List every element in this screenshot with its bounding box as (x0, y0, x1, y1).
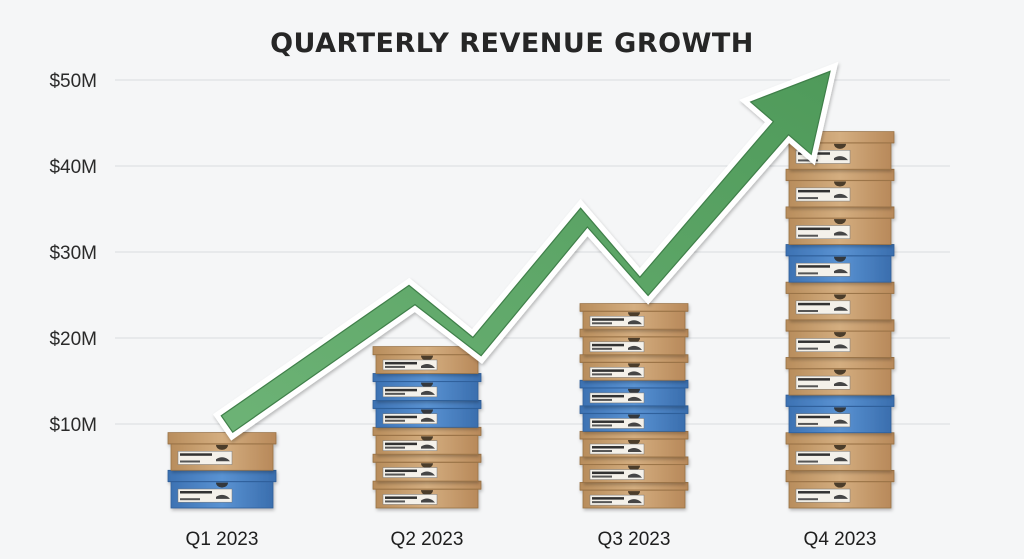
shoe-box (372, 426, 482, 455)
shoe-box (785, 206, 895, 245)
bar (579, 303, 689, 509)
y-tick-label: $10M (49, 415, 97, 436)
shoe-box (785, 357, 895, 396)
shoe-box (785, 394, 895, 434)
shoe-box (167, 469, 277, 509)
y-tick-label: $20M (49, 329, 97, 350)
x-tick-label: Q2 2023 (391, 529, 464, 550)
trend-arrow-body (220, 70, 831, 434)
shoe-box (579, 405, 689, 432)
shoe-box (785, 319, 895, 358)
y-axis-ticks: $10M $20M $30M $40M $50M (49, 71, 97, 436)
shoe-box (785, 244, 895, 283)
shoe-box (785, 469, 895, 509)
x-tick-label: Q4 2023 (804, 529, 877, 550)
shoe-box (579, 354, 689, 381)
shoe-box (372, 399, 482, 428)
shoe-box (579, 430, 689, 458)
x-axis-categories: Q1 2023 Q2 2023 Q3 2023 Q4 2023 (186, 529, 877, 550)
y-tick-label: $40M (49, 157, 97, 178)
shoe-box (372, 346, 482, 374)
x-tick-label: Q1 2023 (186, 529, 259, 550)
chart-title: QUARTERLY REVENUE GROWTH (270, 28, 754, 59)
bar (785, 131, 895, 509)
bars (167, 131, 895, 509)
shoe-box (579, 328, 689, 356)
shoe-box (785, 432, 895, 471)
bar (372, 346, 482, 509)
y-tick-label: $30M (49, 243, 97, 264)
shoe-box (372, 453, 482, 482)
shoe-box (579, 379, 689, 407)
y-tick-label: $50M (49, 71, 97, 92)
x-tick-label: Q3 2023 (598, 529, 671, 550)
shoe-box (579, 303, 689, 330)
shoe-box (785, 168, 895, 208)
bar (167, 432, 277, 509)
shoe-box (372, 373, 482, 401)
trend-arrow (212, 61, 839, 441)
shoe-box (372, 480, 482, 509)
shoe-box (167, 432, 277, 471)
shoe-box (579, 456, 689, 483)
shoe-box (785, 281, 895, 321)
shoe-box (579, 482, 689, 509)
